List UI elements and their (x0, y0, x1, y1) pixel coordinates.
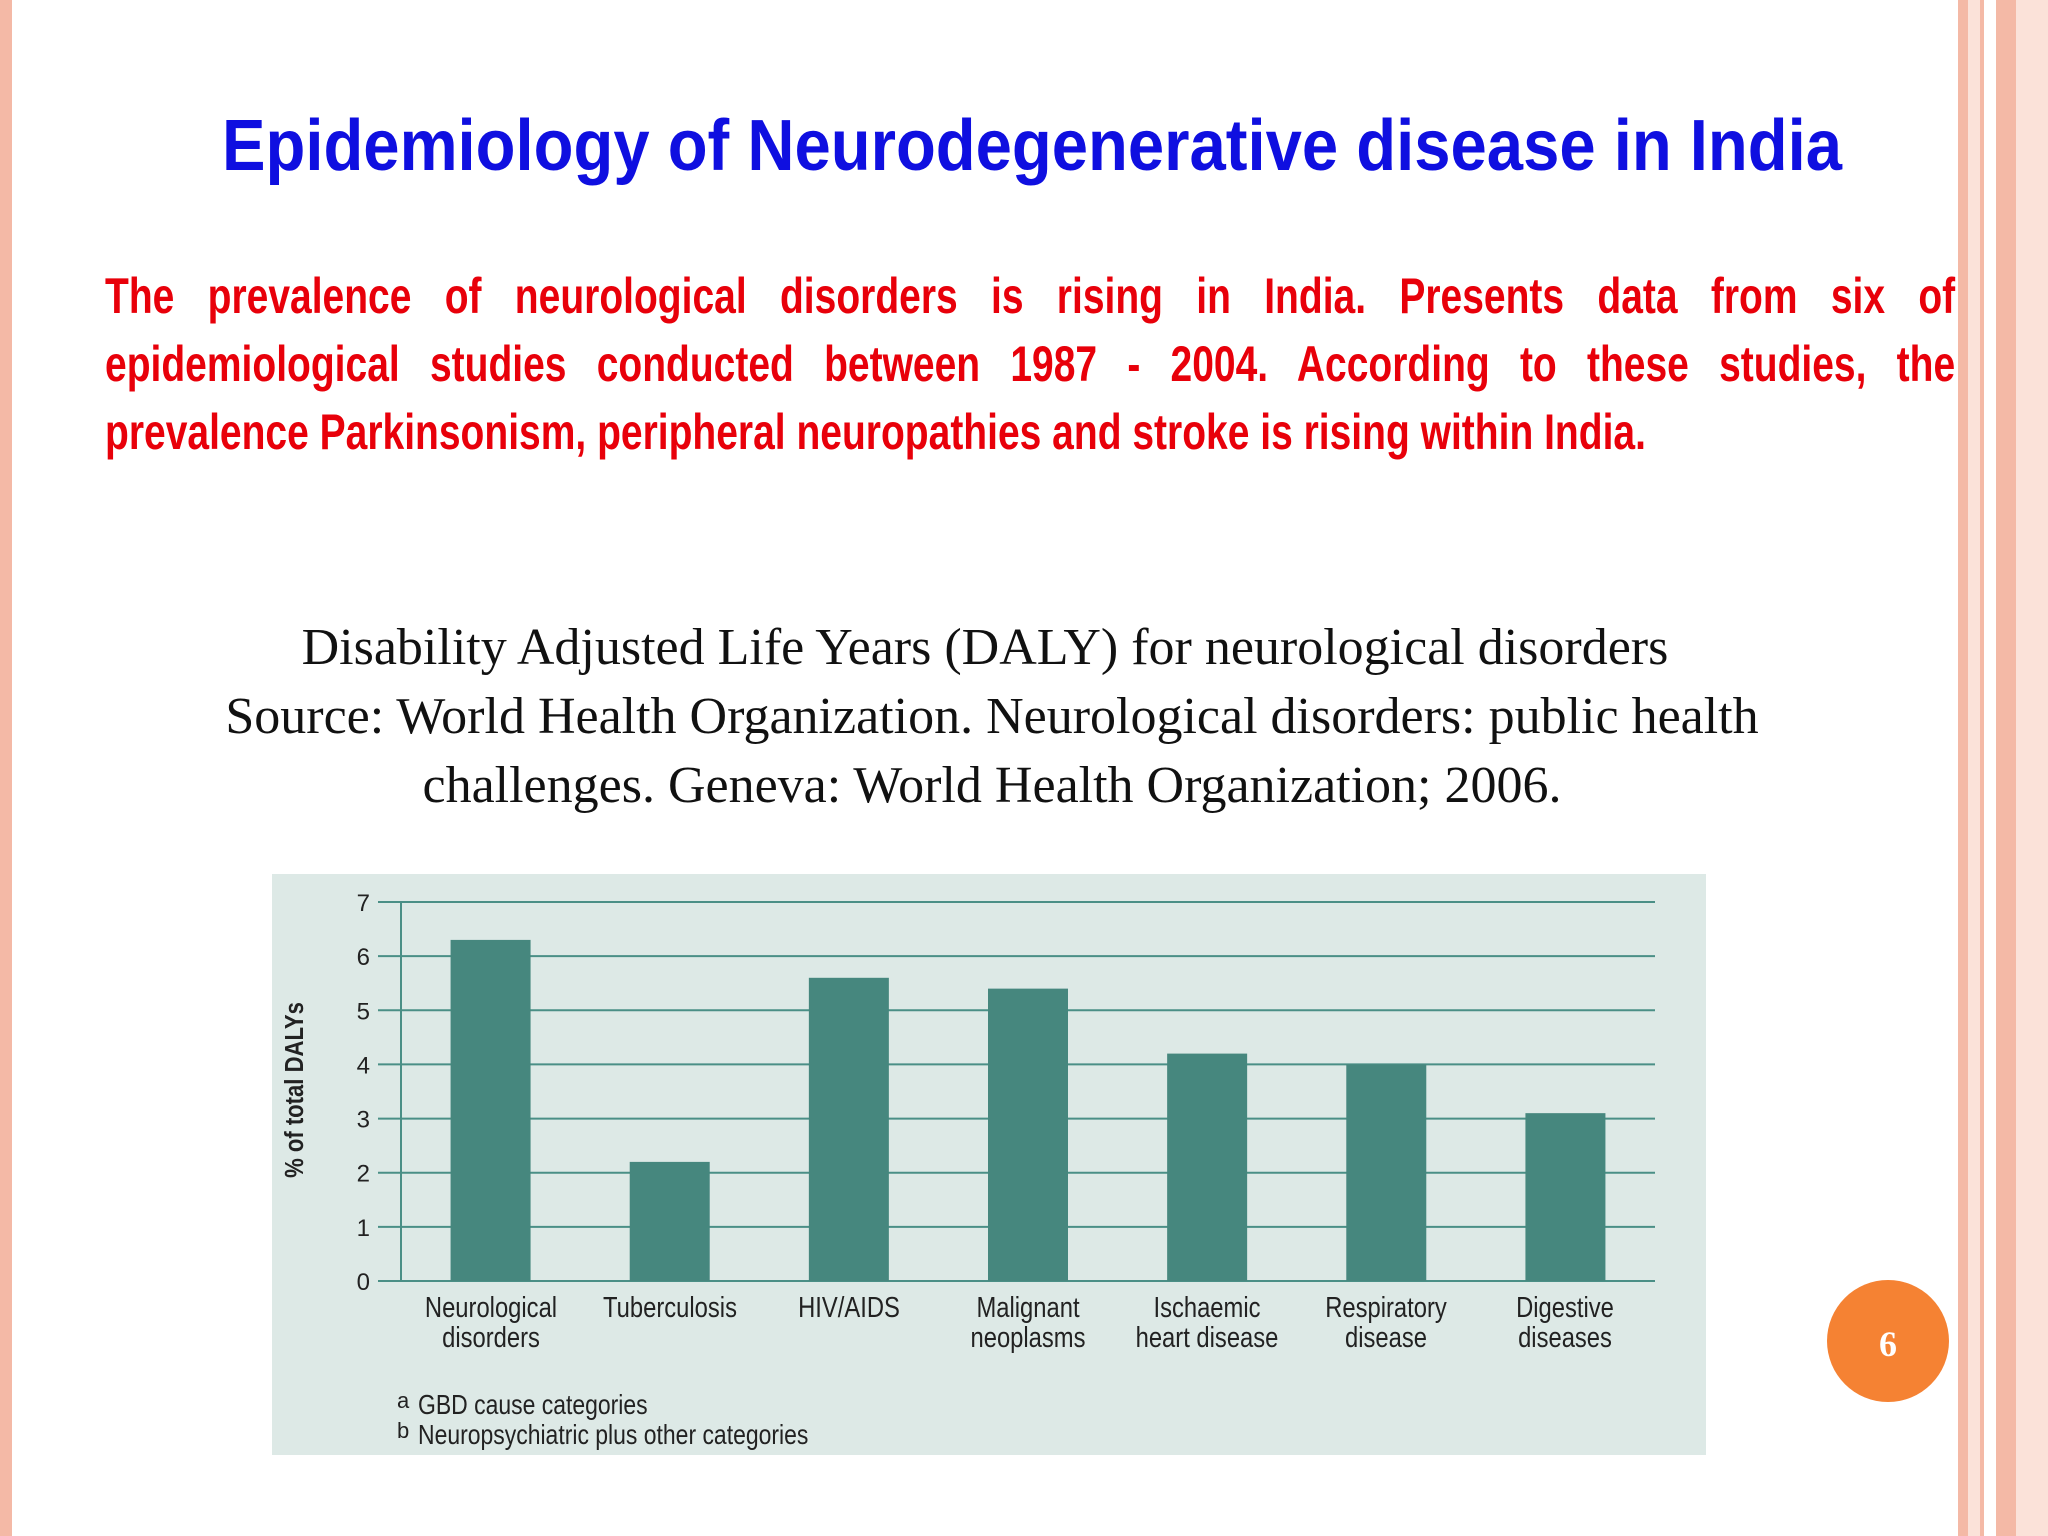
bar (629, 1161, 710, 1281)
right-stripe (2016, 0, 2048, 1536)
caption-line: Disability Adjusted Life Years (DALY) fo… (302, 619, 1669, 676)
y-tick-label: 3 (357, 1107, 370, 1134)
footnote: Neuropsychiatric plus other categories (418, 1420, 808, 1451)
y-tick-label: 5 (357, 998, 370, 1025)
slide-title: Epidemiology of Neurodegenerative diseas… (222, 106, 1843, 186)
footnote-marker: a (397, 1388, 410, 1413)
y-tick-label: 1 (357, 1215, 370, 1242)
plot: 0 1 2 3 4 5 6 7 % of total DALYs a GBD cause categ… (280, 890, 1655, 1451)
bar (988, 988, 1068, 1281)
bar (1525, 1113, 1606, 1281)
x-tick-label: HIV/AIDS (797, 1292, 900, 1324)
y-tick-label: 6 (357, 944, 370, 971)
page-badge (1827, 1280, 1949, 1402)
bar (1346, 1064, 1427, 1281)
y-axis-label: % of total DALYs (280, 1002, 309, 1178)
right-stripe (1958, 0, 1968, 1536)
y-tick-label: 4 (357, 1052, 370, 1079)
bar (808, 977, 889, 1281)
x-tick-label: Tuberculosis (602, 1292, 737, 1324)
intro-paragraph: The prevalence of neurological disorders… (105, 268, 1956, 460)
y-tick-label: 0 (357, 1269, 370, 1296)
footnote-marker: b (397, 1418, 409, 1443)
right-stripe (1980, 0, 1984, 1536)
caption-line: challenges. Geneva: World Health Organiz… (423, 757, 1562, 814)
bar (1167, 1053, 1248, 1281)
x-tick-label: Ischaemic heart disease (1135, 1292, 1279, 1354)
x-tick-label: Neurological disorders (424, 1292, 557, 1354)
page-number: 6 (1879, 1324, 1897, 1364)
footnote: GBD cause categories (418, 1390, 648, 1421)
y-tick-label: 7 (357, 890, 370, 917)
left-border (0, 0, 12, 1536)
x-tick-label: Malignant neoplasms (970, 1292, 1086, 1354)
y-tick-label: 2 (357, 1161, 370, 1188)
bar (450, 939, 531, 1281)
caption-line: Source: World Health Organization. Neuro… (225, 688, 1758, 745)
x-tick-label: Digestive diseases (1516, 1292, 1615, 1354)
right-stripe (1996, 0, 2016, 1536)
right-stripe (1968, 0, 1980, 1536)
x-tick-label: Respiratory disease (1325, 1292, 1448, 1354)
